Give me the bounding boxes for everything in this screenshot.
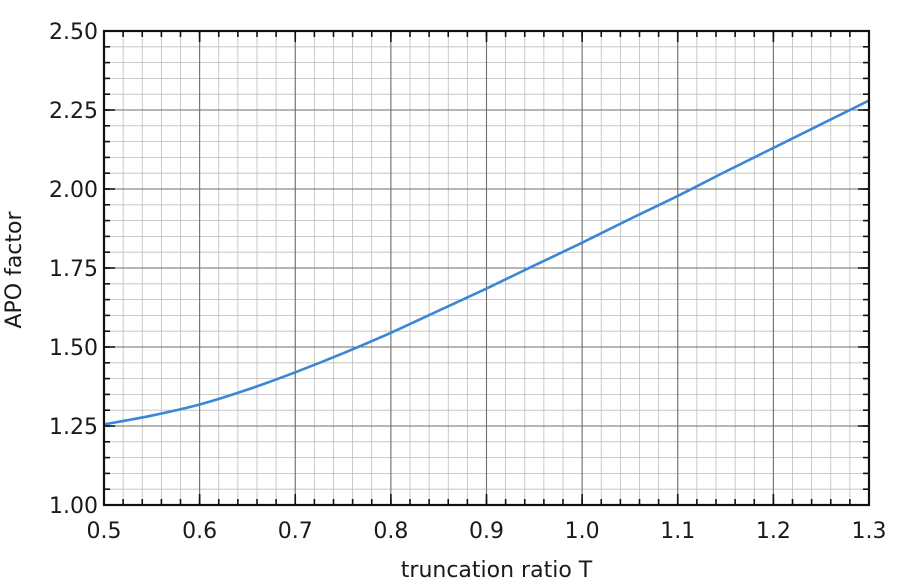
y-tick-label: 1.75 bbox=[49, 257, 98, 282]
y-axis-label: APO factor bbox=[2, 211, 27, 329]
x-tick-label: 0.6 bbox=[182, 519, 217, 544]
y-tick-label: 2.00 bbox=[49, 178, 98, 203]
y-tick-label: 2.25 bbox=[49, 99, 98, 124]
x-tick-label: 0.9 bbox=[469, 519, 504, 544]
x-tick-label: 1.3 bbox=[852, 519, 887, 544]
x-tick-label: 1.2 bbox=[756, 519, 791, 544]
y-tick-label: 1.25 bbox=[49, 415, 98, 440]
series-line bbox=[103, 99, 870, 426]
x-tick-label: 1.0 bbox=[565, 519, 600, 544]
x-tick-labels: 0.5 0.6 0.7 0.8 0.9 1.0 1.1 1.2 1.3 bbox=[87, 519, 887, 544]
x-tick-label: 1.1 bbox=[660, 519, 695, 544]
x-axis-label: truncation ratio T bbox=[401, 558, 593, 583]
y-tick-label: 2.50 bbox=[49, 20, 98, 45]
y-tick-labels: 1.00 1.25 1.50 1.75 2.00 2.25 2.50 bbox=[49, 20, 98, 519]
plot-frame bbox=[102, 29, 871, 507]
y-tick-label: 1.00 bbox=[49, 494, 98, 519]
x-tick-label: 0.5 bbox=[87, 519, 122, 544]
x-tick-label: 0.8 bbox=[373, 519, 408, 544]
series-layer bbox=[103, 99, 870, 426]
y-tick-label: 1.50 bbox=[49, 336, 98, 361]
x-tick-label: 0.7 bbox=[278, 519, 313, 544]
